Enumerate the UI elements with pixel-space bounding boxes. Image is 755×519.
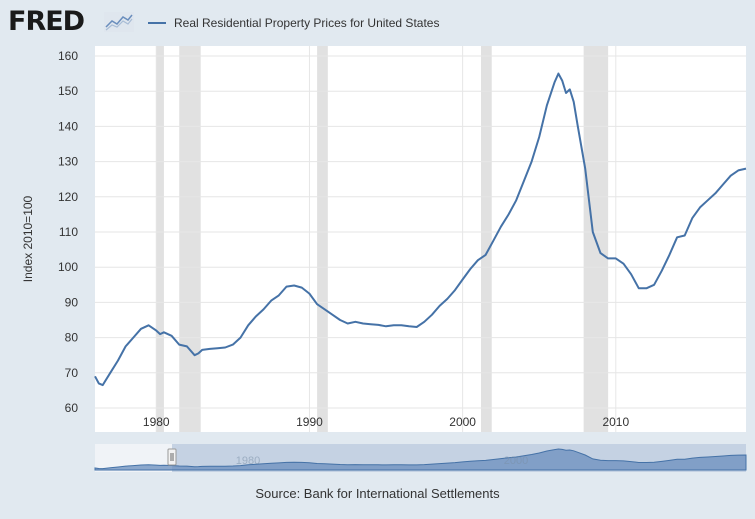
- y-tick-label: 90: [65, 295, 79, 309]
- y-tick-label: 100: [58, 260, 78, 274]
- navigator-label-1980: 1980: [236, 455, 260, 467]
- legend-series-label: Real Residential Property Prices for Uni…: [174, 16, 440, 30]
- y-tick-label: 130: [58, 155, 78, 169]
- y-tick-label: 70: [65, 366, 79, 380]
- y-axis-label: Index 2010=100: [21, 195, 35, 282]
- x-tick-label: 2000: [449, 415, 476, 429]
- x-tick-label: 1990: [296, 415, 323, 429]
- y-tick-label: 150: [58, 84, 78, 98]
- x-tick-label: 1980: [143, 415, 170, 429]
- gridlines: [95, 46, 746, 432]
- recession-band: [481, 46, 492, 432]
- recession-band: [317, 46, 328, 432]
- fred-logo[interactable]: FRED: [8, 6, 85, 37]
- plot-background: [95, 46, 746, 432]
- recession-band: [156, 46, 164, 432]
- y-tick-label: 120: [58, 190, 78, 204]
- legend-line-swatch: [148, 22, 166, 24]
- y-tick-label: 60: [65, 401, 79, 415]
- series-layer: [94, 72, 747, 387]
- recession-band: [179, 46, 201, 432]
- chart-header: FRED Real Residential Property Prices fo…: [0, 0, 755, 50]
- x-axis-tick-labels: 1980 1990 2000 2010: [143, 415, 630, 429]
- y-tick-label: 80: [65, 331, 79, 345]
- x-tick-label: 2010: [602, 415, 629, 429]
- navigator-label-2000: 2000: [504, 455, 528, 467]
- series-line[interactable]: [94, 72, 747, 387]
- chart-source: Source: Bank for International Settlemen…: [255, 486, 500, 501]
- navigator-area: [94, 448, 747, 471]
- fred-graph-icon: [104, 12, 134, 32]
- y-tick-label: 160: [58, 49, 78, 63]
- y-tick-label: 140: [58, 119, 78, 133]
- chart-legend[interactable]: Real Residential Property Prices for Uni…: [148, 16, 439, 30]
- navigator[interactable]: 1980 2000: [94, 444, 747, 472]
- recession-bands: [156, 46, 609, 432]
- y-axis-tick-labels: 60 70 80 90 100 110 120 130 140 150 160: [58, 49, 78, 415]
- y-tick-label: 110: [59, 225, 78, 239]
- navigator-handle[interactable]: [167, 448, 177, 466]
